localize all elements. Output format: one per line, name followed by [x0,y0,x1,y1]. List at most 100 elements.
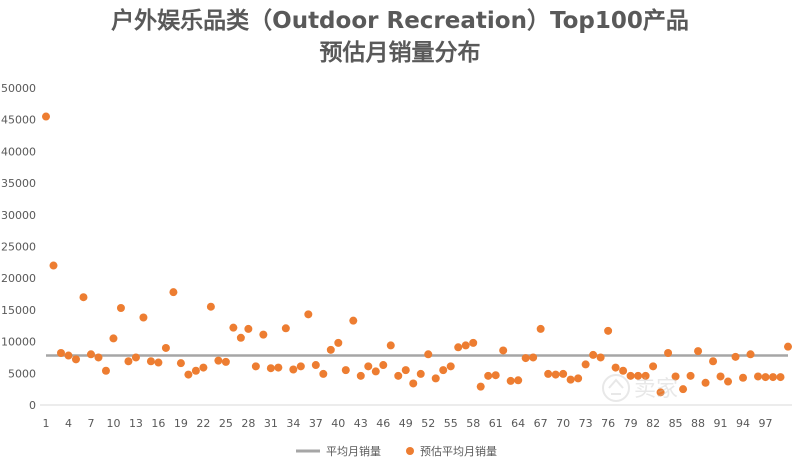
data-point [184,370,193,379]
data-point [364,362,373,371]
data-point [514,376,523,385]
y-axis-ticks: 0 5000 10000 15000 20000 25000 30000 35000 40000… [1,82,36,412]
data-point [266,364,275,373]
data-point [581,360,590,369]
data-point [311,361,320,370]
legend-series-marker [406,447,414,455]
data-point [769,373,778,382]
data-point [521,354,530,363]
data-point [139,313,148,322]
data-point [56,349,65,358]
data-point [109,334,118,343]
x-tick-label: 97 [759,417,773,430]
data-point [671,372,680,381]
y-tick-label: 10000 [1,336,36,349]
data-point [529,353,538,362]
x-tick-label: 94 [736,417,750,430]
data-points [42,112,792,397]
data-point [409,379,418,388]
legend-series-label: 预估平均月销量 [420,444,497,458]
x-tick-label: 61 [489,417,503,430]
data-point [641,371,650,380]
data-point [566,375,575,384]
legend: 平均月销量 预估平均月销量 [296,444,497,458]
data-point [709,357,718,366]
data-point [221,357,230,366]
data-point [604,326,613,335]
data-point [739,373,748,382]
y-tick-label: 50000 [1,82,36,95]
x-tick-label: 1 [43,417,50,430]
data-point [536,324,545,333]
x-tick-label: 10 [106,417,120,430]
data-point [244,324,253,333]
data-point [281,324,290,333]
data-point [124,357,133,366]
data-point [784,342,792,351]
x-tick-label: 37 [309,417,323,430]
data-point [611,363,620,372]
x-tick-label: 88 [691,417,705,430]
x-tick-label: 82 [646,417,660,430]
y-tick-label: 30000 [1,209,36,222]
data-point [101,366,110,375]
data-point [326,345,335,354]
data-point [634,371,643,380]
data-point [154,358,163,367]
data-point [746,350,755,359]
x-tick-label: 79 [624,417,638,430]
data-point [94,353,103,362]
watermark-logo-icon [602,374,630,402]
y-tick-label: 25000 [1,241,36,254]
data-point [506,376,515,385]
data-point [356,371,365,380]
data-point [454,343,463,352]
data-point [731,352,740,361]
x-tick-label: 25 [219,417,233,430]
x-tick-label: 46 [376,417,390,430]
x-tick-label: 73 [579,417,593,430]
x-tick-label: 67 [534,417,548,430]
data-point [596,353,605,362]
data-point [236,333,245,342]
x-tick-label: 4 [65,417,72,430]
x-tick-label: 85 [669,417,683,430]
data-point [574,374,583,383]
data-point [251,362,260,371]
data-point [289,365,298,374]
data-point [64,351,73,360]
data-point [484,371,493,380]
data-point [49,261,58,270]
data-point [686,371,695,380]
legend-average-label: 平均月销量 [326,444,381,458]
x-tick-label: 28 [241,417,255,430]
data-point [551,370,560,379]
data-point [349,316,358,325]
x-tick-label: 91 [714,417,728,430]
data-point [559,369,568,378]
data-point [664,349,673,358]
x-tick-label: 55 [444,417,458,430]
x-tick-label: 76 [601,417,615,430]
y-tick-label: 20000 [1,272,36,285]
data-point [701,378,710,387]
data-point [626,371,635,380]
data-point [71,355,80,364]
data-point [476,382,485,391]
data-point [86,350,95,359]
data-point [446,362,455,371]
chart-title-line2: 预估月销量分布 [319,40,481,66]
x-tick-label: 19 [174,417,188,430]
data-point [394,371,403,380]
x-tick-label: 64 [511,417,525,430]
data-point [694,347,703,356]
data-point [161,343,170,352]
data-point [116,303,125,312]
data-point [341,366,350,375]
data-point [761,373,770,382]
y-tick-label: 45000 [1,114,36,127]
data-point [191,366,200,375]
data-point [334,338,343,347]
y-tick-label: 5000 [8,367,36,380]
data-point [491,371,500,380]
